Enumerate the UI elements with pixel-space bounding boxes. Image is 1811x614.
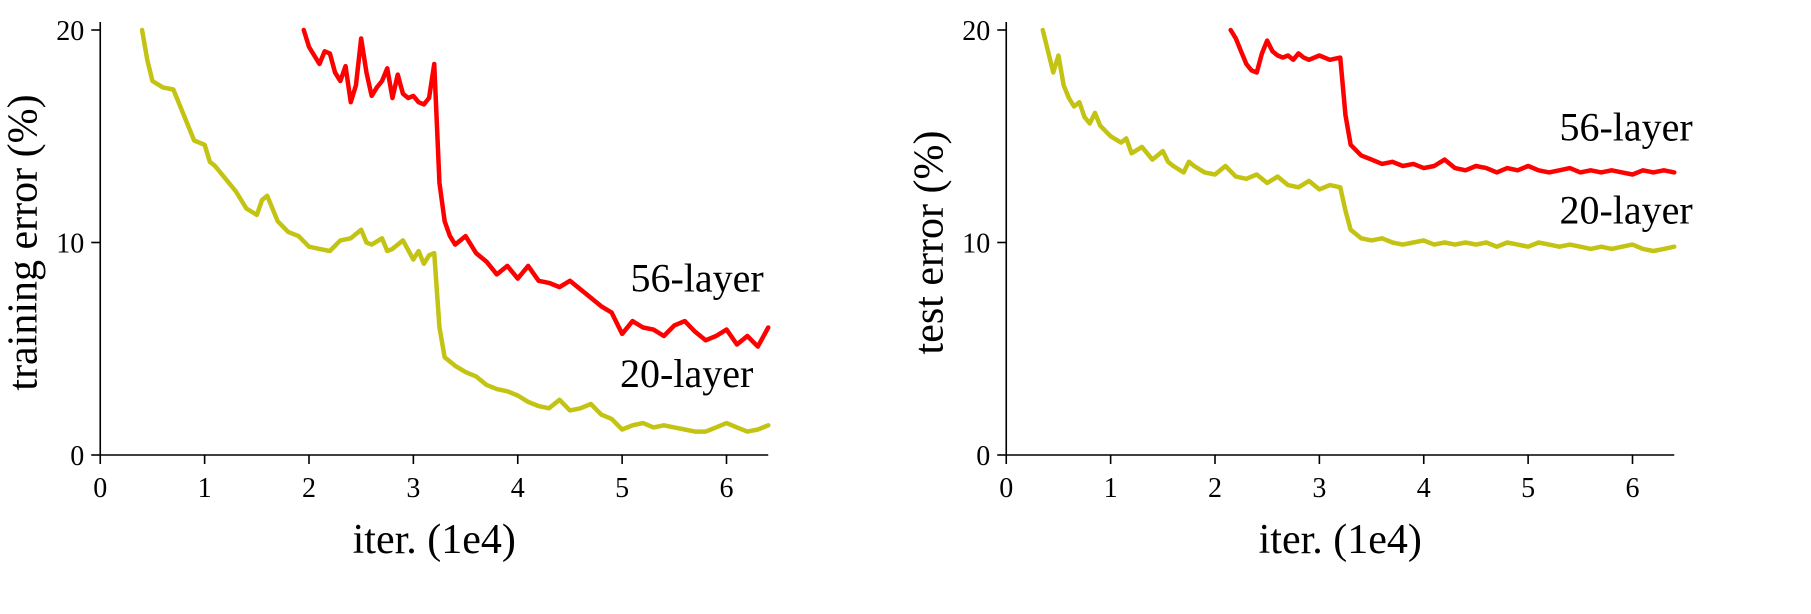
series-line-56-layer bbox=[1227, 27, 1676, 177]
x-tick-label: 6 bbox=[720, 473, 734, 504]
annotation-56-layer: 56-layer bbox=[1559, 105, 1692, 150]
x-tick-label: 5 bbox=[1521, 473, 1535, 504]
series-line-56-layer bbox=[301, 27, 771, 349]
annotation-20-layer: 20-layer bbox=[620, 351, 753, 396]
x-tick-label: 2 bbox=[1208, 473, 1222, 504]
test-error-chart: 0 1 2 3 4 5 6 0 10 20 iter. (1e4) test error (%) 56-… bbox=[906, 0, 1811, 614]
y-tick-label: 0 bbox=[976, 441, 990, 472]
y-tick-label: 20 bbox=[56, 16, 84, 47]
annotation-20-layer: 20-layer bbox=[1559, 187, 1692, 232]
x-tick-label: 3 bbox=[1312, 473, 1326, 504]
x-tick-label: 1 bbox=[1103, 473, 1117, 504]
x-tick-label: 4 bbox=[1416, 473, 1430, 504]
series-line-20-layer bbox=[1040, 27, 1676, 254]
y-axis-label: test error (%) bbox=[906, 131, 952, 355]
y-tick-label: 10 bbox=[56, 229, 84, 260]
x-tick-label: 4 bbox=[511, 473, 525, 504]
x-tick-label: 5 bbox=[615, 473, 629, 504]
series-line-20-layer bbox=[139, 27, 771, 434]
x-tick-label: 0 bbox=[999, 473, 1013, 504]
training-error-chart-svg: 0 1 2 3 4 5 6 0 10 20 iter. (1e4) training error (%… bbox=[0, 16, 771, 563]
y-tick-label: 10 bbox=[962, 229, 990, 260]
test-error-chart-svg: 0 1 2 3 4 5 6 0 10 20 iter. (1e4) test error (%) 56-… bbox=[906, 16, 1692, 563]
training-error-chart: 0 1 2 3 4 5 6 0 10 20 iter. (1e4) training error (%… bbox=[0, 16, 771, 563]
annotation-56-layer: 56-layer bbox=[630, 255, 763, 300]
x-tick-label: 2 bbox=[302, 473, 316, 504]
y-tick-label: 0 bbox=[70, 441, 84, 472]
x-tick-label: 6 bbox=[1625, 473, 1639, 504]
x-axis-label: iter. (1e4) bbox=[1258, 517, 1421, 563]
y-tick-label: 20 bbox=[962, 16, 990, 47]
x-axis-label: iter. (1e4) bbox=[353, 517, 516, 563]
x-tick-label: 3 bbox=[406, 473, 420, 504]
x-tick-label: 1 bbox=[198, 473, 212, 504]
x-tick-label: 0 bbox=[93, 473, 107, 504]
y-axis-label: training error (%) bbox=[0, 94, 46, 390]
